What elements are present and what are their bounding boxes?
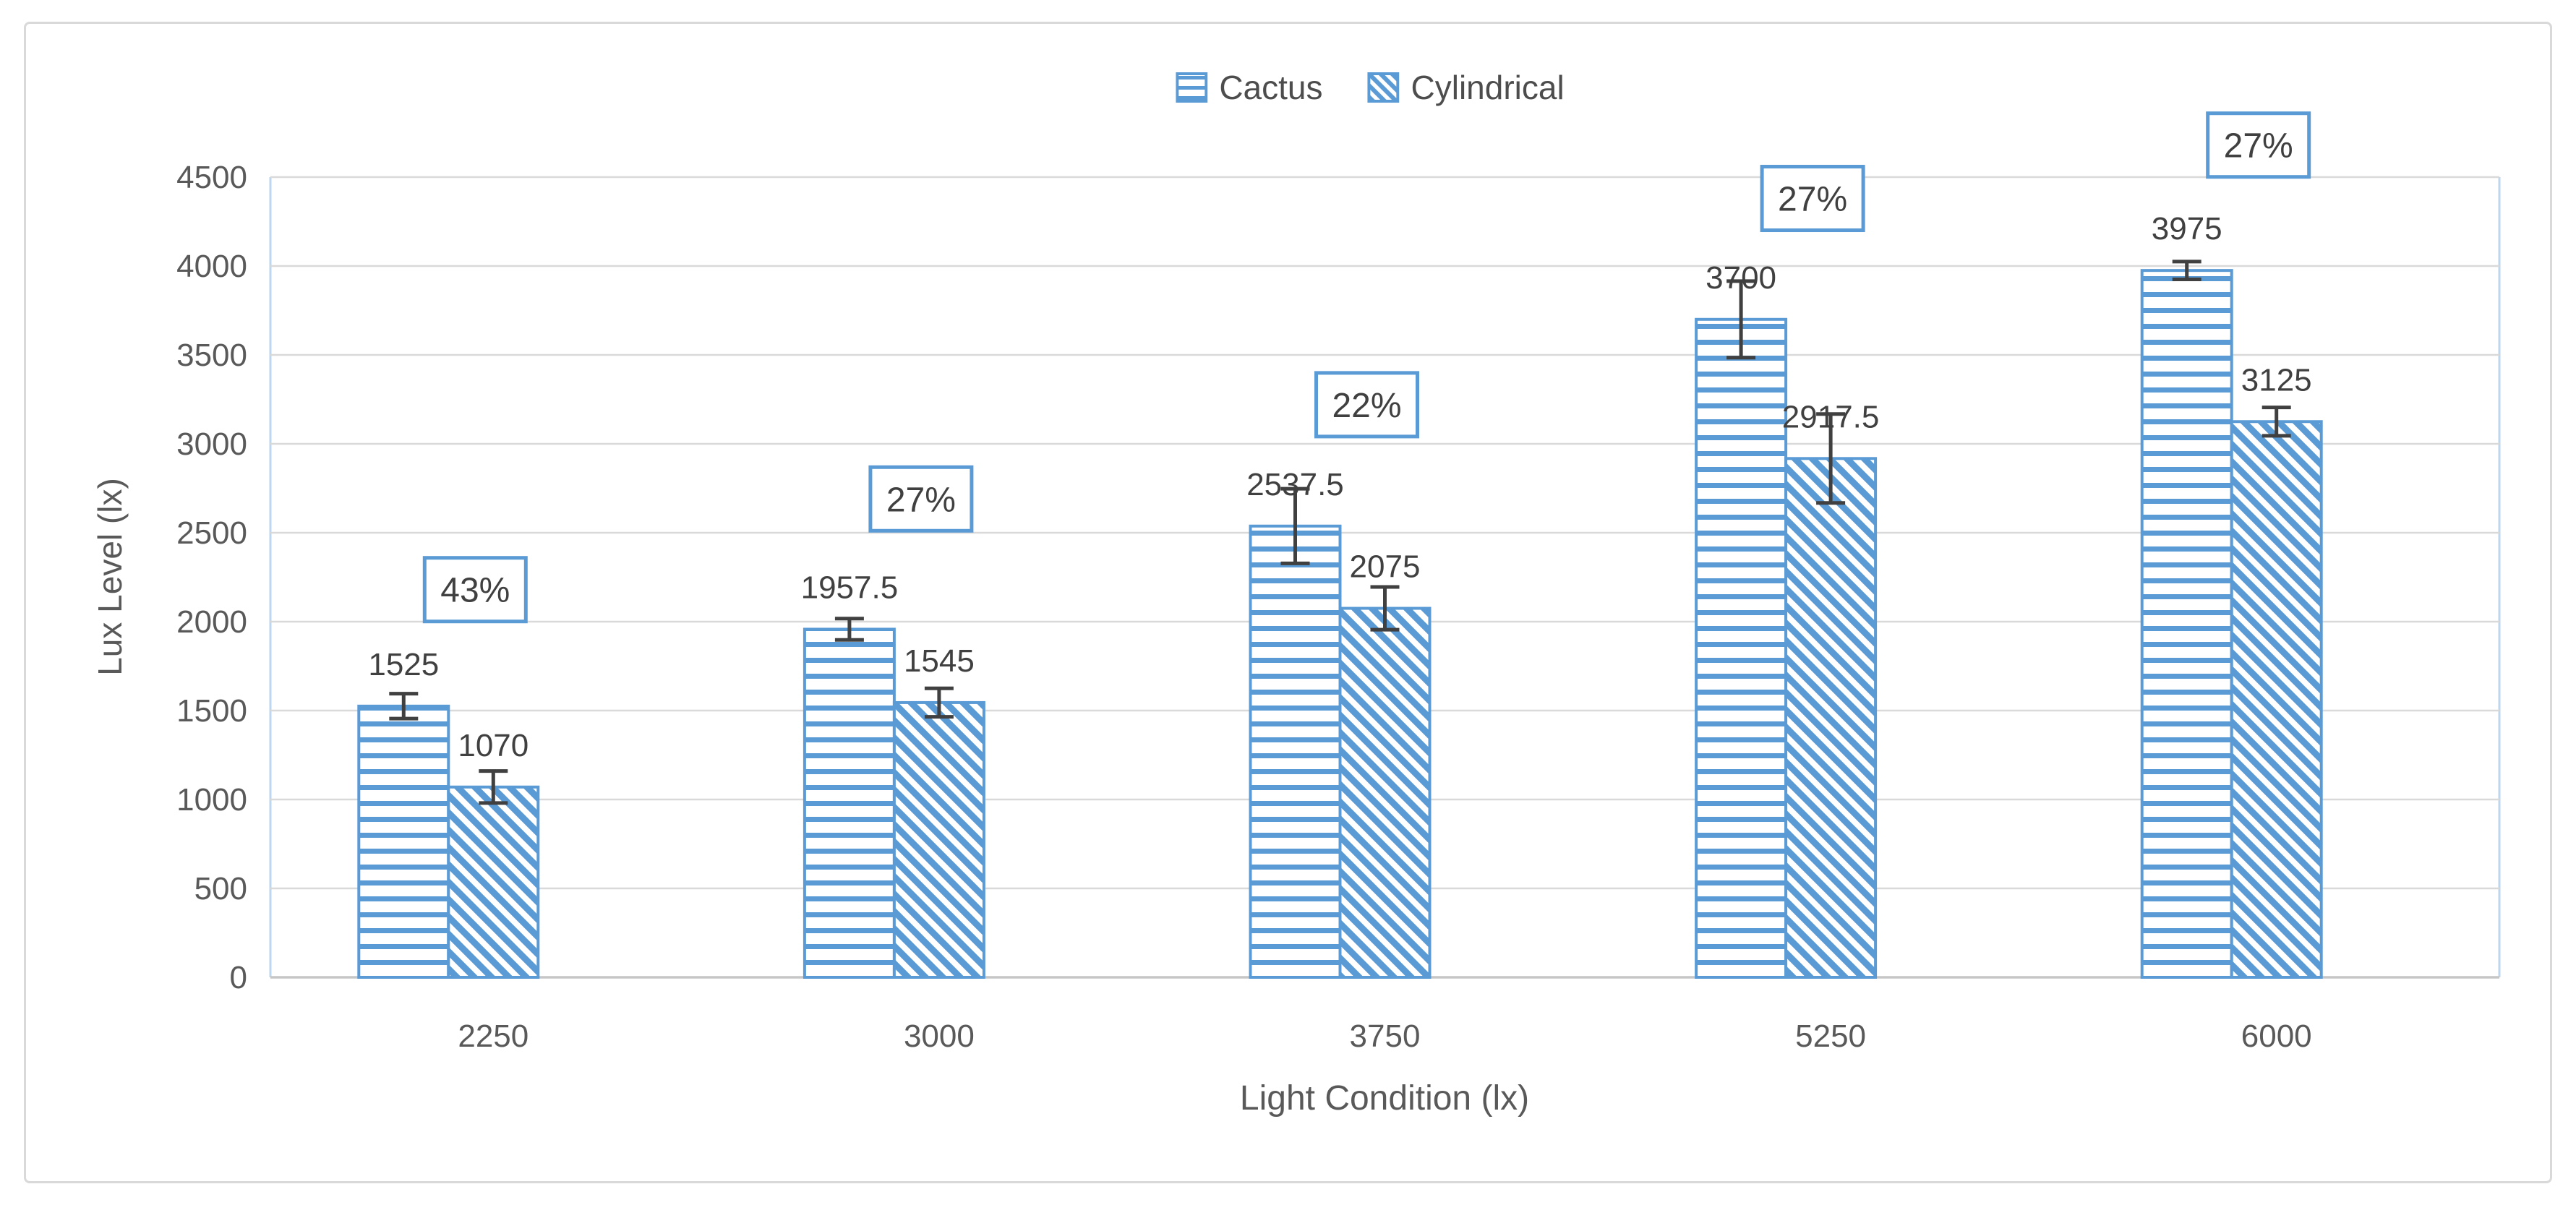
pct-box-6000 bbox=[2206, 111, 2311, 179]
y-tick-label-2500: 2500 bbox=[176, 515, 247, 551]
y-axis-title: Lux Level (lx) bbox=[91, 478, 129, 676]
bar-cylindrical-3750 bbox=[1338, 606, 1432, 979]
x-tick-label-2250: 2250 bbox=[458, 1019, 529, 1054]
value-label-cactus-2250: 1525 bbox=[368, 647, 439, 682]
pct-label-2250: 43% bbox=[440, 572, 510, 610]
pct-label-6000: 27% bbox=[2224, 127, 2293, 166]
y-tick-label-4000: 4000 bbox=[176, 249, 247, 284]
bar-cylindrical-3000 bbox=[892, 700, 985, 979]
x-tick-label-3000: 3000 bbox=[904, 1019, 975, 1054]
value-label-cylindrical-2250: 1070 bbox=[458, 728, 529, 763]
x-tick-label-6000: 6000 bbox=[2241, 1019, 2312, 1054]
bar-cactus-3750 bbox=[1249, 524, 1342, 979]
value-label-cylindrical-3000: 1545 bbox=[904, 643, 975, 679]
pct-box-3000 bbox=[868, 465, 974, 533]
chart-legend: Cactus Cylindrical bbox=[1176, 68, 1565, 107]
x-tick-label-5250: 5250 bbox=[1795, 1019, 1866, 1054]
bar-cylindrical-5250 bbox=[1784, 457, 1878, 979]
x-tick-label-3750: 3750 bbox=[1350, 1019, 1421, 1054]
bar-cactus-2250 bbox=[357, 704, 450, 979]
y-tick-label-3000: 3000 bbox=[176, 426, 247, 462]
y-tick-label-2000: 2000 bbox=[176, 604, 247, 640]
legend-label-cylindrical: Cylindrical bbox=[1411, 69, 1565, 106]
legend-item-cylindrical: Cylindrical bbox=[1367, 68, 1565, 107]
bar-cylindrical-6000 bbox=[2230, 420, 2323, 979]
y-tick-label-1500: 1500 bbox=[176, 693, 247, 729]
value-label-cylindrical-6000: 3125 bbox=[2241, 362, 2312, 398]
bar-cylindrical-2250 bbox=[447, 785, 540, 979]
bar-cactus-3000 bbox=[803, 627, 896, 979]
y-tick-label-500: 500 bbox=[194, 871, 247, 906]
pct-label-5250: 27% bbox=[1778, 181, 1847, 219]
y-tick-label-0: 0 bbox=[230, 960, 247, 995]
pct-label-3750: 22% bbox=[1332, 387, 1401, 425]
bar-cactus-5250 bbox=[1695, 317, 1788, 979]
legend-label-cactus: Cactus bbox=[1219, 69, 1323, 106]
y-tick-label-4500: 4500 bbox=[176, 160, 247, 195]
x-axis-title: Light Condition (lx) bbox=[1239, 1079, 1530, 1118]
value-label-cactus-6000: 3975 bbox=[2152, 211, 2222, 246]
bar-cactus-6000 bbox=[2140, 269, 2233, 979]
y-tick-label-3500: 3500 bbox=[176, 338, 247, 373]
pct-box-5250 bbox=[1760, 165, 1865, 233]
legend-item-cactus: Cactus bbox=[1176, 68, 1323, 107]
cactus-pattern-swatch-icon bbox=[1176, 72, 1208, 103]
pct-box-3750 bbox=[1314, 371, 1419, 439]
pct-box-2250 bbox=[422, 556, 528, 624]
pct-label-3000: 27% bbox=[886, 481, 956, 519]
cylindrical-pattern-swatch-icon bbox=[1367, 72, 1400, 103]
value-label-cactus-3000: 1957.5 bbox=[801, 570, 899, 605]
value-label-cylindrical-3750: 2075 bbox=[1350, 549, 1421, 585]
y-tick-label-1000: 1000 bbox=[176, 782, 247, 818]
